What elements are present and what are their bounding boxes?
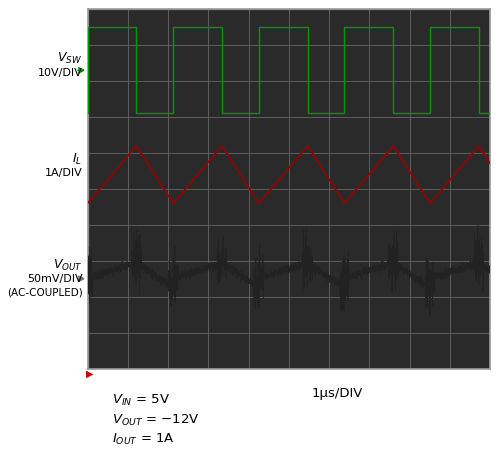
Text: ▶: ▶ — [86, 369, 94, 379]
Text: 1A/DIV: 1A/DIV — [44, 168, 82, 178]
Text: $I_L$: $I_L$ — [72, 152, 83, 167]
Text: 1μs/DIV: 1μs/DIV — [312, 387, 362, 400]
Text: 10V/DIV: 10V/DIV — [38, 68, 82, 77]
Text: $V_{OUT}$ = −12V: $V_{OUT}$ = −12V — [112, 413, 200, 427]
Text: 50mV/DIV: 50mV/DIV — [27, 274, 82, 284]
Text: (AC-COUPLED): (AC-COUPLED) — [6, 288, 82, 298]
Text: $V_{IN}$ = 5V: $V_{IN}$ = 5V — [112, 393, 170, 408]
Text: $V_{SW}$: $V_{SW}$ — [58, 51, 82, 66]
Text: $I_{OUT}$ = 1A: $I_{OUT}$ = 1A — [112, 432, 176, 447]
Text: $V_{OUT}$: $V_{OUT}$ — [52, 257, 82, 273]
